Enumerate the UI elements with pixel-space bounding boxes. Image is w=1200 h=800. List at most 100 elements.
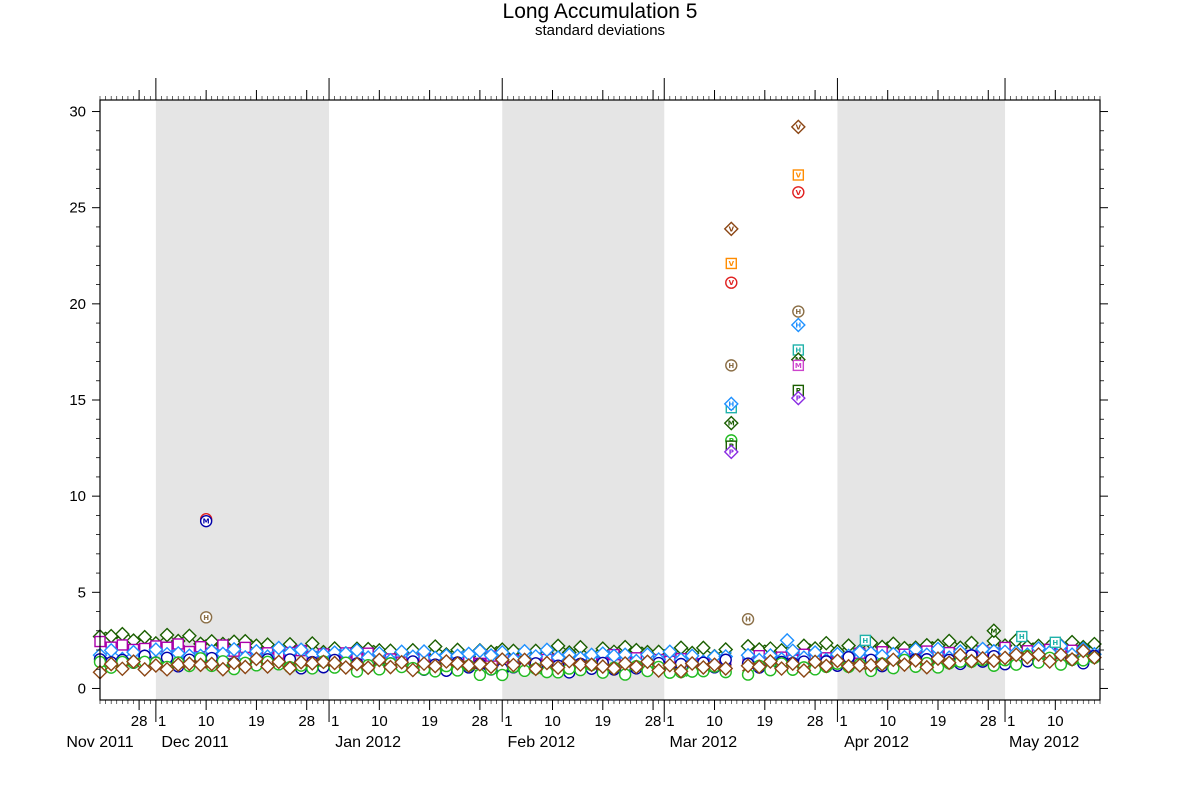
marker-shape <box>718 661 734 676</box>
marker-shape <box>103 628 119 644</box>
series-marker <box>304 655 320 671</box>
series-marker <box>159 627 175 643</box>
marker-shape <box>360 660 376 676</box>
marker-shape <box>383 659 398 675</box>
marker-shape <box>472 656 488 672</box>
y-tick-label: 30 <box>69 104 86 121</box>
outlier-points: MHVVVHHHMPPPHVVVHHHMMPPHMHH <box>199 119 1062 649</box>
marker-shape <box>1049 636 1062 649</box>
x-tick-label: 28 <box>807 713 824 730</box>
series-marker <box>215 661 231 677</box>
marker-shape <box>215 661 231 677</box>
marker-shape <box>725 257 737 270</box>
marker-shape <box>723 415 739 431</box>
series-marker <box>572 657 588 673</box>
series-marker <box>885 652 901 668</box>
chart-title: Long Accumulation 5 <box>502 0 698 23</box>
y-tick-label: 10 <box>69 488 86 505</box>
series-marker <box>1008 647 1024 663</box>
marker-letter: M <box>203 518 210 526</box>
series-marker <box>137 629 153 645</box>
series-marker <box>383 659 398 675</box>
marker-letter: H <box>795 347 801 355</box>
x-tick-label: 1 <box>666 713 674 730</box>
data-point: H <box>792 305 805 318</box>
marker-shape <box>741 613 755 626</box>
marker-letter: V <box>796 172 802 180</box>
data-point: H <box>199 611 213 624</box>
series-marker <box>662 657 678 673</box>
data-point: H <box>859 634 872 647</box>
x-month-label: Dec 2011 <box>161 734 228 751</box>
series-marker <box>193 657 209 673</box>
series-marker <box>237 659 253 675</box>
series-marker <box>494 652 510 668</box>
marker-shape <box>528 661 544 677</box>
series-marker <box>170 657 186 673</box>
marker-shape <box>628 659 644 675</box>
series-marker <box>684 656 700 671</box>
series-marker <box>584 657 600 673</box>
series-marker <box>148 642 164 658</box>
marker-shape <box>1064 651 1080 667</box>
series-marker <box>271 654 287 670</box>
x-tick-label: 10 <box>879 713 896 730</box>
x-tick-label: 10 <box>198 713 215 730</box>
series-marker <box>349 656 365 672</box>
marker-shape <box>170 657 186 673</box>
marker-shape <box>137 661 153 677</box>
data-point: P <box>790 390 806 406</box>
data-point: H <box>1016 630 1028 643</box>
shaded-month-band <box>837 100 1006 700</box>
series-marker <box>818 635 834 651</box>
series-marker <box>496 668 509 682</box>
marker-shape <box>405 662 421 678</box>
data-point: V <box>790 119 806 135</box>
marker-shape <box>248 651 264 667</box>
series-marker <box>226 655 242 671</box>
series-marker <box>1031 647 1047 663</box>
series-marker <box>707 657 723 673</box>
x-month-label: Mar 2012 <box>670 734 738 751</box>
data-point: H <box>723 396 739 412</box>
data-point: V <box>792 169 805 181</box>
marker-letter: H <box>728 400 734 408</box>
marker-shape <box>1016 630 1028 643</box>
data-point: M <box>792 359 805 372</box>
series-marker <box>841 658 857 674</box>
series-marker <box>394 654 410 670</box>
series-marker <box>159 661 175 677</box>
y-tick-label: 5 <box>78 584 86 601</box>
marker-shape <box>293 654 309 670</box>
marker-shape <box>304 655 320 671</box>
series-marker <box>796 662 812 678</box>
marker-shape <box>137 629 153 645</box>
x-tick-label: 19 <box>756 713 773 730</box>
marker-shape <box>818 635 834 651</box>
series-marker <box>114 661 130 677</box>
series-marker <box>371 652 387 668</box>
marker-shape <box>450 655 466 671</box>
marker-shape <box>193 657 209 673</box>
y-tick-label: 20 <box>69 296 86 313</box>
data-point: M <box>723 415 739 431</box>
series-marker <box>595 659 611 675</box>
marker-shape <box>779 632 795 648</box>
series-marker <box>260 659 276 675</box>
marker-shape <box>595 659 611 675</box>
series-marker <box>248 651 264 667</box>
series-marker <box>617 655 633 671</box>
marker-shape <box>997 650 1013 666</box>
x-tick-label: 28 <box>472 713 489 730</box>
marker-letter: M <box>795 362 802 370</box>
y-tick-label: 0 <box>78 680 86 697</box>
series-marker <box>628 659 644 675</box>
series-marker <box>450 655 466 671</box>
marker-shape <box>852 657 868 673</box>
marker-letter: M <box>728 420 735 428</box>
marker-shape <box>908 652 924 668</box>
marker-shape <box>790 119 806 135</box>
series-marker <box>930 651 946 667</box>
marker-shape <box>725 276 738 289</box>
series-marker <box>483 659 499 675</box>
